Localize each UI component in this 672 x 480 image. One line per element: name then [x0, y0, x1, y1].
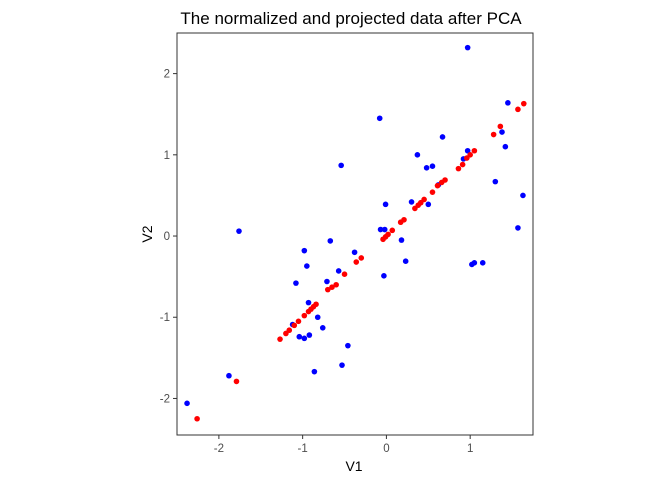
- red-projected-point: [324, 286, 331, 293]
- blue-data-point: [327, 238, 334, 244]
- blue-data-point: [381, 226, 388, 233]
- blue-data-point: [314, 314, 321, 321]
- red-projected-point: [353, 259, 360, 265]
- chart-title: The normalized and projected data after …: [180, 9, 522, 28]
- red-projected-point: [194, 415, 200, 422]
- red-projected-point: [497, 123, 504, 130]
- red-projected-point: [295, 318, 302, 325]
- blue-data-point: [311, 368, 318, 375]
- blue-data-point: [464, 44, 471, 51]
- red-projected-point: [442, 177, 448, 183]
- blue-data-point: [492, 178, 499, 185]
- x-tick-label: -2: [214, 443, 224, 455]
- x-tick-label: 0: [383, 443, 389, 455]
- blue-data-point: [301, 335, 308, 342]
- blue-data-point: [319, 325, 326, 331]
- blue-data-point: [502, 143, 509, 150]
- blue-data-point: [376, 115, 383, 122]
- blue-data-point: [236, 228, 242, 234]
- blue-data-point: [184, 400, 190, 407]
- red-projected-point: [358, 255, 365, 261]
- red-projected-point: [277, 336, 283, 342]
- y-tick-label: 2: [164, 69, 170, 81]
- blue-data-point: [324, 278, 330, 285]
- blue-data-point: [345, 342, 351, 349]
- blue-data-point: [414, 152, 421, 158]
- red-projected-point: [515, 106, 521, 113]
- red-projected-point: [429, 189, 436, 195]
- red-projected-point: [385, 231, 391, 238]
- blue-data-point: [338, 162, 344, 169]
- red-projected-point: [455, 165, 462, 172]
- blue-data-point: [520, 192, 526, 199]
- blue-data-point: [429, 163, 436, 169]
- blue-data-point: [377, 226, 384, 233]
- red-projected-point: [421, 196, 427, 203]
- x-axis-label: V1: [345, 458, 362, 474]
- y-tick-label: 0: [164, 231, 170, 243]
- blue-data-point: [296, 333, 303, 340]
- blue-data-point: [382, 201, 389, 208]
- blue-data-point: [306, 332, 313, 338]
- red-projected-point: [459, 161, 466, 168]
- blue-data-point: [479, 260, 486, 266]
- blue-data-point: [351, 249, 358, 256]
- blue-data-point: [305, 299, 312, 306]
- blue-data-point: [499, 129, 505, 135]
- blue-data-point: [423, 165, 430, 171]
- red-projected-point: [286, 327, 293, 334]
- red-projected-point: [471, 147, 478, 154]
- red-projected-point: [333, 281, 339, 288]
- red-projected-point: [313, 301, 319, 308]
- y-tick-label: -2: [160, 393, 170, 405]
- blue-data-point: [339, 362, 345, 368]
- red-projected-point: [434, 182, 441, 189]
- red-projected-point: [341, 271, 348, 278]
- blue-data-point: [304, 263, 310, 269]
- plot-panel: [176, 32, 534, 436]
- blue-data-point: [464, 147, 471, 154]
- red-projected-point: [401, 216, 407, 223]
- blue-data-point: [335, 268, 342, 274]
- data-points: [184, 44, 527, 422]
- red-projected-point: [301, 312, 308, 319]
- blue-data-point: [505, 100, 511, 106]
- y-tick-label: -1: [160, 312, 170, 324]
- blue-data-point: [471, 260, 478, 266]
- blue-data-point: [381, 273, 387, 279]
- red-projected-point: [329, 284, 335, 290]
- x-tick-label: -1: [298, 443, 308, 455]
- blue-data-point: [515, 225, 521, 231]
- y-axis-label: V2: [139, 225, 155, 242]
- red-projected-point: [490, 131, 497, 138]
- red-projected-point: [233, 378, 240, 385]
- red-projected-point: [467, 152, 473, 158]
- red-projected-point: [291, 322, 298, 329]
- blue-data-point: [425, 201, 432, 208]
- blue-data-point: [408, 199, 415, 205]
- x-tick-label: 1: [467, 443, 473, 455]
- red-projected-point: [520, 100, 527, 107]
- y-tick-label: 1: [164, 150, 170, 162]
- blue-data-point: [439, 134, 446, 140]
- axis-ticks: -2 -1 0 1 -2 -1 0 1 2: [160, 69, 474, 455]
- blue-data-point: [293, 280, 299, 286]
- blue-data-point: [301, 247, 308, 254]
- red-projected-point: [389, 227, 396, 234]
- blue-data-point: [226, 372, 232, 379]
- blue-data-point: [398, 237, 405, 243]
- blue-data-point: [402, 258, 409, 265]
